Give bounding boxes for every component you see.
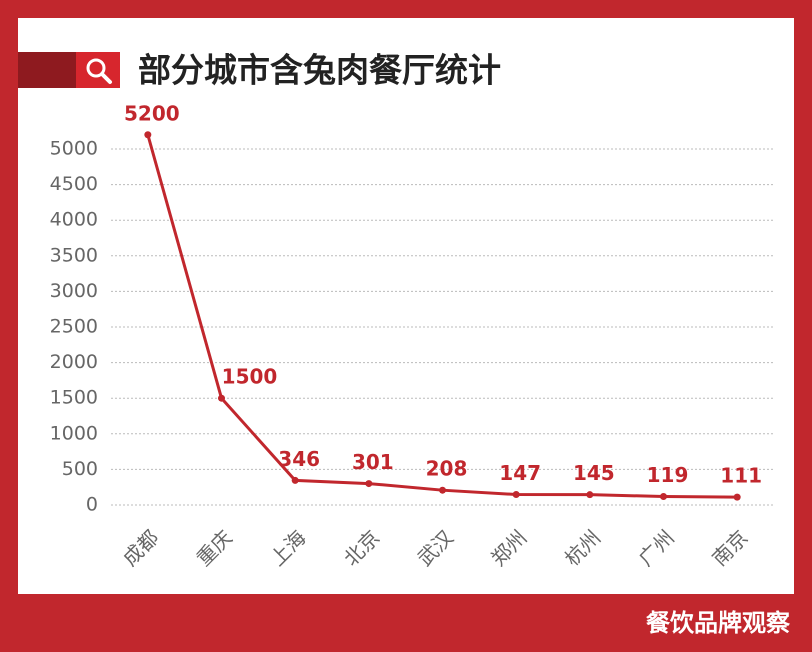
point (144, 131, 152, 139)
y-tick-label: 3000 (50, 280, 98, 302)
y-tick-label: 4500 (50, 173, 98, 195)
y-tick-label: 3500 (50, 244, 98, 266)
point (218, 394, 225, 402)
data-label: 346 (278, 447, 320, 471)
chart-title: 部分城市含兔肉餐厅统计 (138, 51, 501, 90)
title-bar-icon-box (76, 52, 120, 88)
y-tick-label: 5000 (50, 138, 98, 160)
y-tick-label: 2500 (50, 316, 98, 338)
y-tick-label: 1500 (50, 387, 98, 409)
point (586, 491, 594, 499)
y-tick-label: 500 (62, 458, 98, 480)
point (660, 493, 667, 501)
y-tick-label: 2000 (50, 351, 98, 373)
point (439, 486, 446, 494)
data-label: 208 (426, 457, 468, 481)
watermark: 餐饮品牌观察 (646, 609, 791, 637)
title-bar-dark (18, 52, 76, 88)
point (512, 491, 520, 499)
data-label: 5200 (124, 101, 180, 125)
icon-handle (100, 72, 112, 84)
y-tick-label: 1000 (50, 422, 98, 444)
icon-lens (86, 58, 106, 78)
data-label: 119 (647, 463, 689, 487)
data-label: 145 (573, 461, 615, 485)
y-tick-label: 0 (86, 494, 98, 516)
data-label: 147 (499, 461, 541, 485)
search-icon (86, 58, 112, 84)
data-label: 1500 (222, 365, 278, 389)
point (733, 493, 741, 501)
point (365, 480, 373, 488)
data-label: 111 (720, 464, 762, 488)
data-label: 301 (352, 450, 394, 474)
point (291, 476, 299, 484)
y-tick-label: 4000 (50, 209, 98, 231)
